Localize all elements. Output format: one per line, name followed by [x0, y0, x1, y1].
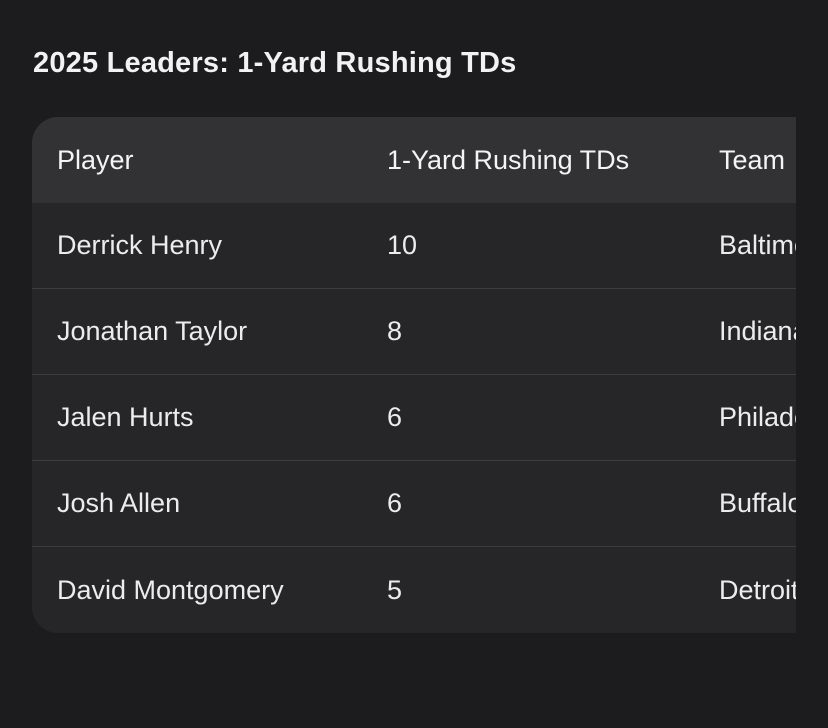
tds-cell: 10	[387, 230, 418, 260]
player-cell: Derrick Henry	[57, 230, 223, 260]
tds-cell: 5	[387, 574, 403, 605]
team-cell: Baltimore Ravens	[719, 230, 796, 260]
table-row: Jonathan Taylor 8 Indianapolis Colts	[32, 289, 796, 375]
team-cell: Indianapolis Colts	[719, 316, 796, 346]
table-header-row: Player 1-Yard Rushing TDs Team	[32, 117, 796, 203]
table-row: David Montgomery 5 Detroit Lions	[32, 547, 796, 633]
player-cell: Jalen Hurts	[57, 402, 194, 432]
column-header-team[interactable]: Team	[719, 144, 786, 175]
team-cell: Buffalo Bills	[719, 488, 796, 518]
tds-cell: 6	[387, 488, 403, 518]
tds-cell: 6	[387, 402, 403, 432]
player-cell: Jonathan Taylor	[57, 316, 248, 346]
leaders-table[interactable]: Player 1-Yard Rushing TDs Team Derrick H…	[32, 117, 796, 633]
table-row: Jalen Hurts 6 Philadelphia Eagles	[32, 375, 796, 461]
table-row: Josh Allen 6 Buffalo Bills	[32, 461, 796, 547]
table-row: Derrick Henry 10 Baltimore Ravens	[32, 203, 796, 289]
team-cell: Philadelphia Eagles	[719, 402, 796, 432]
player-cell: David Montgomery	[57, 574, 284, 605]
table-title: 2025 Leaders: 1-Yard Rushing TDs	[33, 47, 517, 79]
tds-cell: 8	[387, 316, 403, 346]
table-scroll-content: Player 1-Yard Rushing TDs Team Derrick H…	[32, 117, 796, 633]
column-header-player[interactable]: Player	[57, 144, 134, 175]
player-cell: Josh Allen	[57, 488, 181, 518]
column-header-rushing-tds[interactable]: 1-Yard Rushing TDs	[387, 144, 630, 175]
team-cell: Detroit Lions	[719, 574, 796, 605]
